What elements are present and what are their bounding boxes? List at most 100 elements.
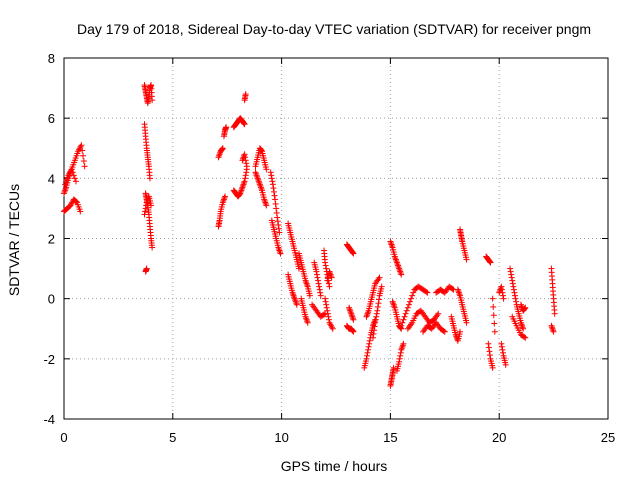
data-point xyxy=(399,343,406,350)
data-point xyxy=(498,340,505,347)
data-point xyxy=(369,334,376,341)
x-tick-label: 0 xyxy=(60,430,67,445)
data-point xyxy=(276,229,283,236)
data-point xyxy=(328,274,335,281)
data-point xyxy=(73,198,80,205)
data-point xyxy=(509,280,516,287)
data-point xyxy=(550,328,557,335)
data-point xyxy=(397,349,404,356)
data-point xyxy=(275,221,282,228)
data-point xyxy=(510,286,517,293)
data-point xyxy=(317,289,324,296)
y-tick-label: 4 xyxy=(48,171,55,186)
data-point xyxy=(263,202,270,209)
x-tick-label: 15 xyxy=(383,430,397,445)
data-point xyxy=(316,283,323,290)
data-point xyxy=(375,300,382,307)
data-point xyxy=(404,304,411,311)
data-point xyxy=(72,178,79,185)
data-point xyxy=(270,188,277,195)
data-point xyxy=(268,172,275,179)
data-point xyxy=(241,151,248,158)
data-point xyxy=(243,163,250,170)
data-point xyxy=(486,348,493,355)
data-point xyxy=(373,313,380,320)
data-point xyxy=(242,154,249,161)
data-point xyxy=(378,283,385,290)
data-point xyxy=(81,163,88,170)
data-point xyxy=(551,310,558,317)
data-point xyxy=(242,91,249,98)
data-point xyxy=(223,124,230,131)
data-point xyxy=(498,286,505,293)
data-point xyxy=(222,193,229,200)
data-point xyxy=(376,274,383,281)
data-point xyxy=(489,364,496,371)
data-point xyxy=(69,169,76,176)
data-point xyxy=(70,172,77,179)
data-point xyxy=(324,310,331,317)
data-point xyxy=(509,277,516,284)
data-point xyxy=(485,340,492,347)
data-point xyxy=(520,325,527,332)
data-point xyxy=(303,316,310,323)
data-point xyxy=(269,178,276,185)
data-point xyxy=(141,211,148,218)
data-point xyxy=(398,271,405,278)
data-point xyxy=(321,311,328,318)
data-point xyxy=(449,285,456,292)
data-point xyxy=(315,277,322,284)
data-point xyxy=(273,209,280,216)
data-point xyxy=(491,320,498,327)
data-point xyxy=(314,274,321,281)
data-point xyxy=(350,250,357,257)
data-point xyxy=(241,120,248,127)
data-point xyxy=(510,283,517,290)
y-axis-label: SDTVAR / TECUs xyxy=(6,184,22,296)
data-point xyxy=(324,307,331,314)
data-point xyxy=(326,283,333,290)
data-point xyxy=(313,271,320,278)
data-point xyxy=(499,289,506,296)
data-point xyxy=(350,316,357,323)
data-point xyxy=(435,310,442,317)
y-tick-label: 8 xyxy=(48,51,55,66)
data-point xyxy=(374,307,381,314)
data-point xyxy=(521,334,528,341)
data-point xyxy=(521,305,528,312)
x-tick-label: 10 xyxy=(274,430,288,445)
data-point xyxy=(366,340,373,347)
data-point xyxy=(325,280,332,287)
y-tick-label: -4 xyxy=(43,412,55,427)
data-point xyxy=(268,175,275,182)
data-point xyxy=(148,202,155,209)
data-point xyxy=(502,361,509,368)
data-point xyxy=(272,196,279,203)
data-point xyxy=(277,250,284,257)
data-point xyxy=(489,295,496,302)
y-tick-label: 2 xyxy=(48,232,55,247)
data-point xyxy=(406,298,413,305)
data-point xyxy=(511,289,518,296)
x-tick-label: 5 xyxy=(169,430,176,445)
data-point xyxy=(396,358,403,365)
data-point xyxy=(499,346,506,353)
data-point xyxy=(317,292,324,299)
y-tick-label: 0 xyxy=(48,292,55,307)
data-point xyxy=(79,147,86,154)
data-point xyxy=(241,178,248,185)
data-point xyxy=(522,334,529,341)
data-point xyxy=(364,352,371,359)
data-point xyxy=(399,319,406,326)
data-point xyxy=(500,292,507,299)
data-point xyxy=(267,169,274,176)
axis-ticks: 0 5 10 15 20 25 -4 -2 0 2 4 6 8 xyxy=(43,51,615,445)
data-point xyxy=(486,258,493,265)
data-point xyxy=(220,196,227,203)
data-point xyxy=(146,175,153,182)
data-point xyxy=(402,310,409,317)
data-point xyxy=(485,344,492,351)
data-point xyxy=(349,328,356,335)
data-point xyxy=(372,319,379,326)
data-point xyxy=(512,295,519,302)
